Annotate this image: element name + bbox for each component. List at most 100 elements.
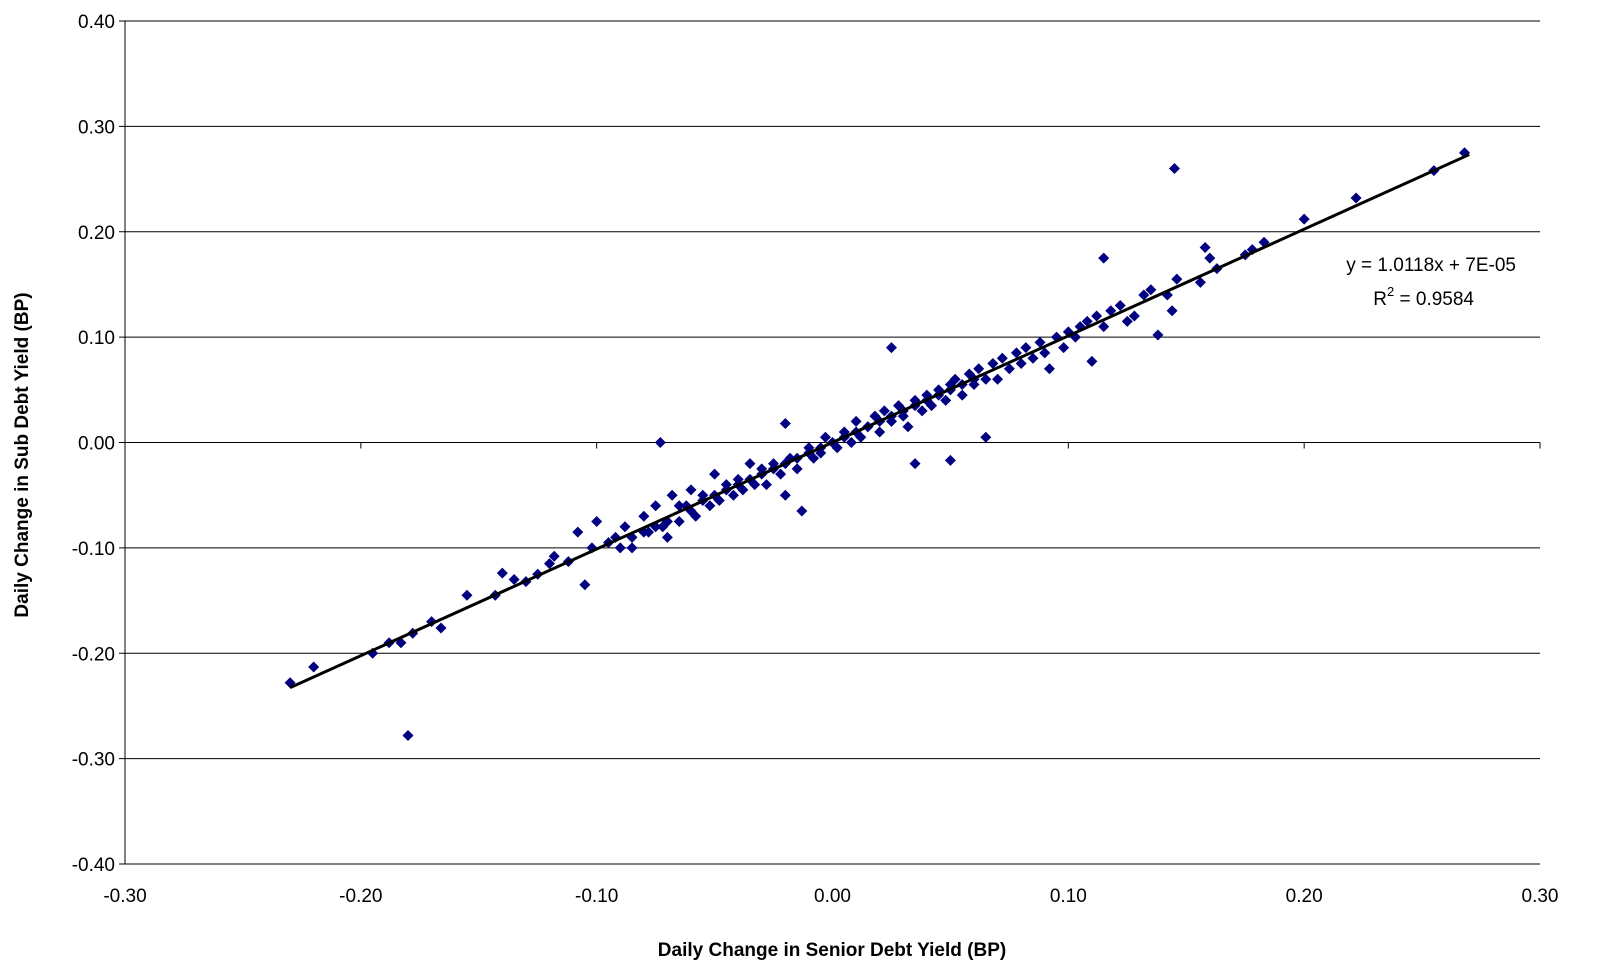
outlier-point	[1098, 252, 1110, 264]
data-point	[1003, 363, 1015, 375]
y-tick-label: -0.30	[72, 750, 115, 771]
data-point	[673, 516, 685, 528]
data-point	[1194, 276, 1206, 288]
x-axis-title: Daily Change in Senior Debt Yield (BP)	[658, 940, 1006, 961]
y-tick-label: 0.00	[78, 434, 115, 455]
data-point	[1027, 352, 1039, 364]
data-point	[744, 458, 756, 470]
data-point	[1128, 310, 1140, 322]
data-point	[727, 489, 739, 501]
data-point	[1114, 300, 1126, 312]
data-point	[791, 463, 803, 475]
tick-labels: 0.40 0.30 0.20 0.10 0.00 -0.10 -0.20 -0.30 -0.40…	[72, 12, 1559, 907]
data-point	[760, 479, 772, 491]
data-point	[1081, 315, 1093, 327]
x-tick-label: 0.10	[1050, 886, 1087, 907]
data-point	[308, 661, 320, 673]
data-point	[661, 531, 673, 543]
data-point	[572, 526, 584, 538]
y-axis-title: Daily Change in Sub Debt Yield (BP)	[12, 292, 33, 617]
data-point	[996, 352, 1008, 364]
data-point	[940, 394, 952, 406]
x-tick-label: -0.10	[575, 886, 618, 907]
y-tick-label: 0.30	[78, 117, 115, 138]
data-point	[1145, 284, 1157, 296]
data-point	[775, 468, 787, 480]
data-point	[980, 373, 992, 385]
outlier-point	[1086, 355, 1098, 367]
data-point	[878, 405, 890, 417]
data-point	[1010, 347, 1022, 359]
data-point	[626, 542, 638, 554]
data-point	[650, 500, 662, 512]
data-point	[591, 516, 603, 528]
data-point	[548, 550, 560, 562]
data-point	[508, 573, 520, 585]
outlier-point	[654, 437, 666, 448]
x-tick-label: 0.00	[814, 886, 851, 907]
y-tick-label: 0.20	[78, 223, 115, 244]
data-point	[1058, 342, 1070, 354]
trendline-r2: R2 = 0.9584	[1373, 284, 1474, 310]
data-point	[544, 558, 555, 570]
x-tick-label: 0.20	[1286, 886, 1323, 907]
data-point	[614, 542, 626, 554]
data-point	[1034, 336, 1046, 348]
data-points	[284, 147, 1471, 741]
data-point	[874, 426, 886, 438]
data-point	[1020, 342, 1032, 354]
data-point	[685, 484, 697, 496]
data-point	[1138, 289, 1150, 301]
data-point	[1105, 305, 1117, 317]
outlier-point	[402, 729, 414, 741]
y-tick-label: -0.40	[72, 855, 115, 876]
outlier-point	[885, 342, 897, 354]
data-point	[992, 373, 1004, 385]
data-point	[496, 567, 508, 579]
linear-trendline	[289, 153, 1470, 690]
data-point	[673, 500, 685, 512]
x-tick-label: 0.30	[1522, 886, 1559, 907]
y-tick-label: 0.10	[78, 328, 115, 349]
data-point	[831, 442, 843, 454]
data-point	[1166, 305, 1178, 317]
data-point	[850, 415, 862, 427]
data-point	[461, 589, 473, 601]
data-point	[1204, 252, 1216, 264]
data-point	[1121, 315, 1133, 327]
data-point	[1350, 192, 1362, 204]
data-point	[1171, 273, 1183, 285]
r2-superscript: 2	[1387, 284, 1394, 299]
y-tick-label: -0.20	[72, 644, 115, 665]
data-point	[666, 489, 678, 501]
outlier-point	[909, 458, 921, 470]
data-point	[638, 510, 650, 522]
data-point	[956, 389, 968, 401]
data-point	[949, 373, 961, 385]
data-point	[1199, 242, 1211, 254]
data-point	[987, 357, 999, 369]
data-point	[435, 622, 447, 634]
data-point	[1039, 347, 1051, 359]
outlier-point	[980, 431, 992, 443]
data-point	[704, 500, 716, 512]
data-point	[779, 489, 791, 501]
y-tick-label: 0.40	[78, 12, 115, 33]
data-point	[916, 405, 928, 417]
outlier-point	[779, 418, 791, 430]
y-tick-label: -0.10	[72, 539, 115, 560]
trendline	[289, 153, 1470, 690]
data-point	[1091, 310, 1103, 322]
data-point	[845, 437, 857, 448]
trendline-equation: y = 1.0118x + 7E-05	[1346, 255, 1516, 276]
x-tick-label: -0.20	[339, 886, 382, 907]
data-point	[1098, 321, 1110, 333]
data-point	[709, 468, 721, 480]
r2-value: = 0.9584	[1394, 289, 1474, 310]
data-point	[619, 521, 631, 533]
x-tick-label: -0.30	[103, 886, 146, 907]
data-point	[973, 363, 985, 375]
data-point	[1298, 213, 1310, 225]
r2-label: R	[1373, 289, 1387, 310]
